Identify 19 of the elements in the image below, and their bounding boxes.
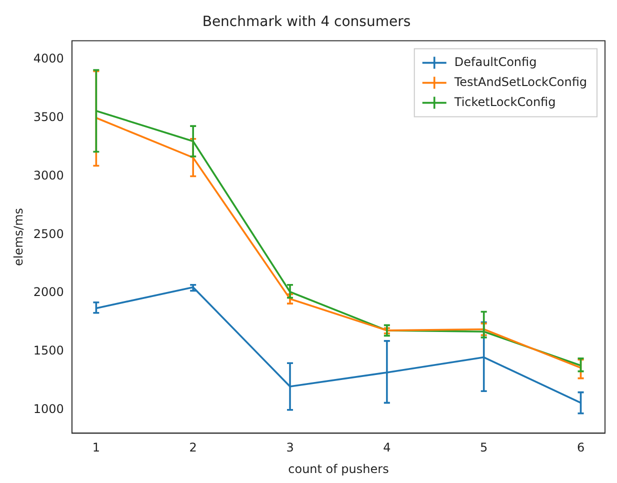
- legend-label: DefaultConfig: [454, 54, 537, 69]
- y-axis-title: elems/ms: [11, 208, 26, 266]
- legend-label: TicketLockConfig: [453, 94, 556, 109]
- legend-label: TestAndSetLockConfig: [453, 74, 588, 89]
- x-tick-label: 6: [576, 440, 585, 455]
- y-tick-label: 1000: [33, 402, 64, 416]
- x-tick-label: 3: [286, 440, 294, 455]
- y-tick-label: 3500: [33, 110, 64, 124]
- y-tick-label: 1500: [33, 344, 64, 358]
- y-tick-label: 3000: [33, 168, 64, 182]
- y-tick-label: 2500: [33, 226, 64, 241]
- x-tick-label: 4: [383, 440, 391, 455]
- x-tick-label: 5: [480, 440, 488, 455]
- chart-title: Benchmark with 4 consumers: [202, 14, 411, 30]
- y-tick-label: 4000: [33, 52, 64, 66]
- x-tick-label: 2: [189, 440, 197, 455]
- x-axis-title: count of pushers: [288, 462, 389, 476]
- y-tick-label: 2000: [33, 285, 64, 300]
- x-tick-label: 1: [92, 440, 100, 455]
